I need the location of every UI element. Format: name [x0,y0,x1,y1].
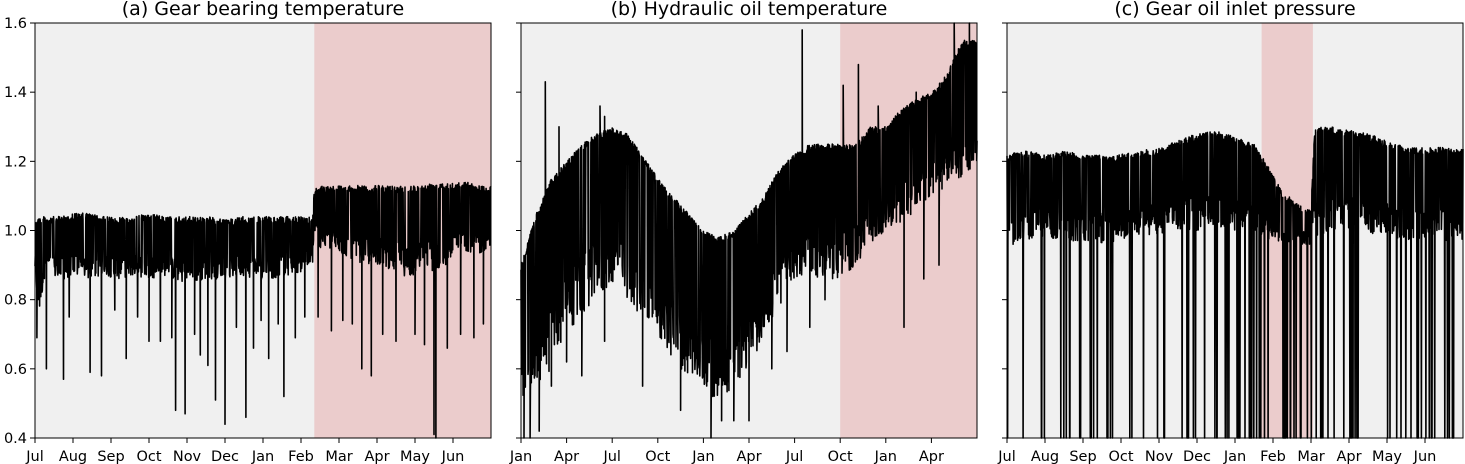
y-tick-label-a: 1.4 [4,85,27,101]
x-tick-label-b: Apr [919,449,944,464]
y-tick-label-a: 1.0 [4,224,27,240]
x-tick-label-c: Oct [1108,449,1133,464]
x-tick-label-b: Oct [645,449,670,464]
x-tick-label-a: Aug [59,449,87,464]
series-group-b [520,22,978,439]
y-axis-b [516,22,521,439]
x-tick-label-a: Dec [211,449,239,464]
series-line-b [520,22,978,439]
y-axis-a: 0.4 0.6 0.8 1.0 1.2 1.4 1.6 [4,16,35,447]
y-tick-label-a: 0.8 [4,293,27,309]
x-tick-label-a: Jan [251,449,274,464]
y-axis-c [1002,22,1007,439]
x-tick-label-c: Jun [1413,449,1437,464]
chart-title-a: (a) Gear bearing temperature [122,0,404,20]
panel-b: Jan Apr Jul Oct Jan Apr Jul Oct Jan Apr (b) Hydra… [509,0,978,464]
x-tick-label-c: Mar [1297,449,1324,464]
y-tick-label-a: 1.2 [4,154,27,170]
x-tick-label-c: Feb [1260,449,1286,464]
series-group-a [34,181,492,439]
x-axis-c: Jul Aug Sep Oct Nov Dec Jan Feb Mar Apr May Jun [997,438,1436,464]
x-axis-b: Jan Apr Jul Oct Jan Apr Jul Oct Jan Apr [509,438,944,464]
x-tick-label-c: Jan [1223,449,1246,464]
y-tick-label-a: 1.6 [4,16,27,32]
x-tick-label-c: Aug [1031,449,1059,464]
x-tick-label-c: May [1372,449,1402,464]
x-tick-label-b: Jul [602,449,621,464]
x-tick-label-b: Oct [828,449,853,464]
series-line-c [1006,126,1464,439]
x-tick-label-a: Oct [136,449,161,464]
x-tick-label-a: Nov [173,449,202,464]
x-axis-a: Jul Aug Sep Oct Nov Dec Jan Feb Mar Apr May Jun [25,438,464,464]
x-tick-label-a: Sep [97,449,124,464]
chart-title-c: (c) Gear oil inlet pressure [1114,0,1355,20]
x-tick-label-a: May [400,449,430,464]
series-group-c [1006,126,1464,439]
panel-c: Jul Aug Sep Oct Nov Dec Jan Feb Mar Apr May Jun (c)… [997,0,1464,464]
x-tick-label-c: Jul [997,449,1016,464]
x-tick-label-b: Apr [554,449,579,464]
series-line-a [34,181,492,439]
chart-title-b: (b) Hydraulic oil temperature [611,0,888,20]
x-tick-label-b: Jan [691,449,714,464]
x-tick-label-a: Jul [25,449,44,464]
x-tick-label-c: Dec [1183,449,1211,464]
y-tick-label-a: 0.4 [4,431,27,447]
x-tick-label-a: Mar [325,449,352,464]
x-tick-label-c: Apr [1336,449,1361,464]
x-tick-label-b: Jan [874,449,897,464]
x-tick-label-c: Sep [1069,449,1096,464]
x-tick-label-a: Jun [441,449,465,464]
x-tick-label-a: Apr [364,449,389,464]
panel-a: 0.4 0.6 0.8 1.0 1.2 1.4 1.6 Jul Aug Sep Oct Nov Dec… [4,0,492,464]
y-tick-label-a: 0.6 [4,362,27,378]
x-tick-label-c: Nov [1145,449,1174,464]
x-tick-label-a: Feb [288,449,314,464]
x-tick-label-b: Apr [736,449,761,464]
x-tick-label-b: Jul [785,449,804,464]
x-tick-label-b: Jan [509,449,532,464]
